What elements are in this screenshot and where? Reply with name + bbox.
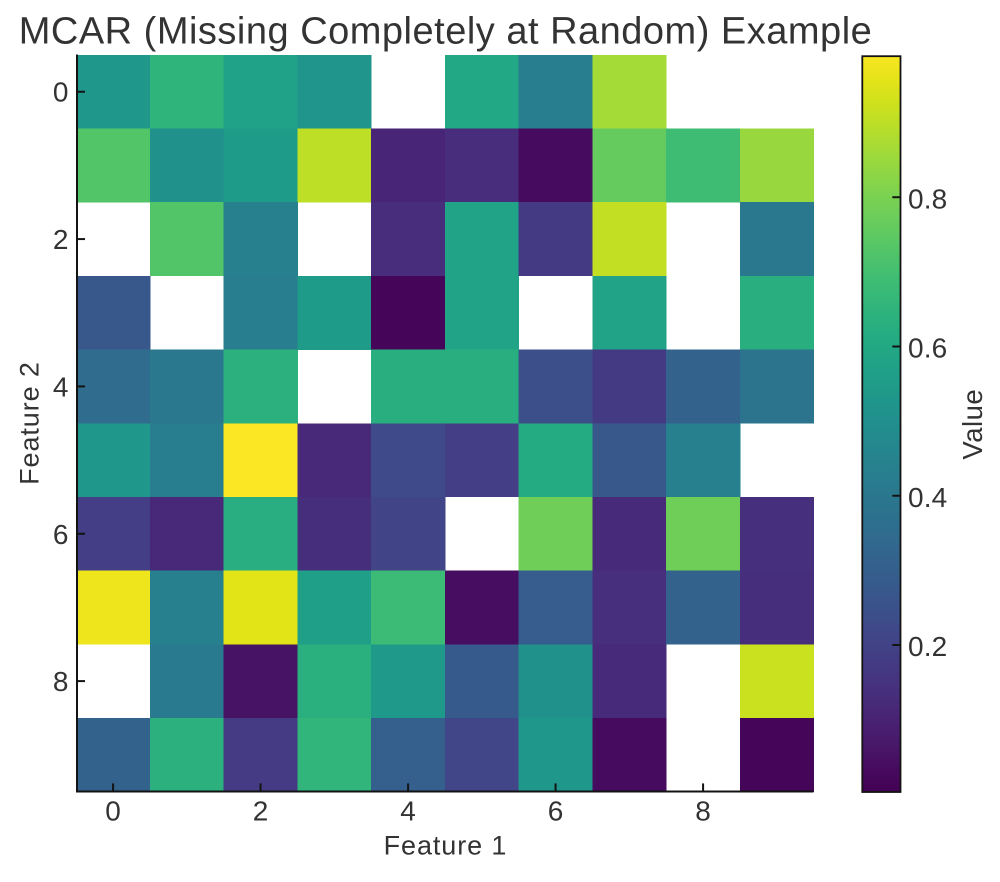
svg-text:4: 4 bbox=[400, 795, 416, 826]
svg-text:0.2: 0.2 bbox=[908, 631, 947, 662]
svg-text:Feature 1: Feature 1 bbox=[384, 831, 508, 861]
svg-text:8: 8 bbox=[53, 666, 69, 697]
svg-text:6: 6 bbox=[548, 795, 564, 826]
svg-text:MCAR (Missing Completely at Ra: MCAR (Missing Completely at Random) Exam… bbox=[19, 11, 873, 53]
svg-text:8: 8 bbox=[695, 795, 711, 826]
svg-text:0.6: 0.6 bbox=[908, 333, 947, 364]
svg-text:0: 0 bbox=[53, 77, 69, 108]
svg-text:0.8: 0.8 bbox=[908, 183, 947, 214]
svg-text:2: 2 bbox=[253, 795, 269, 826]
svg-text:Value: Value bbox=[957, 389, 988, 460]
svg-text:Feature 2: Feature 2 bbox=[15, 361, 45, 485]
svg-text:0: 0 bbox=[105, 795, 121, 826]
svg-text:4: 4 bbox=[53, 371, 69, 402]
svg-text:6: 6 bbox=[53, 519, 69, 550]
svg-text:2: 2 bbox=[53, 224, 69, 255]
svg-text:0.4: 0.4 bbox=[908, 482, 947, 513]
